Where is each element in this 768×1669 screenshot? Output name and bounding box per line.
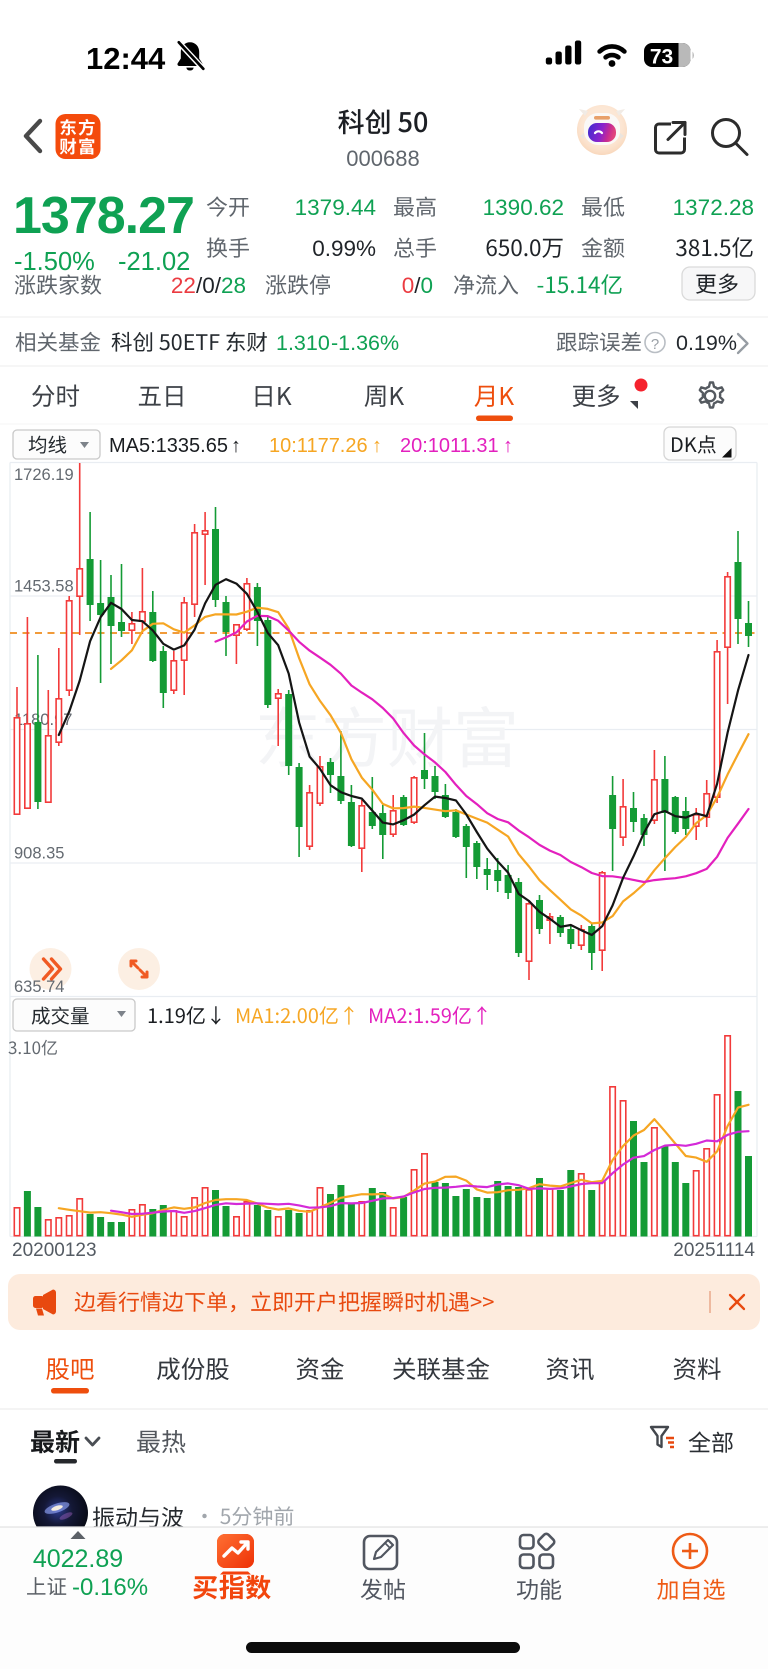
svg-text:1390.62: 1390.62 — [483, 195, 564, 220]
svg-text:-1.50%: -1.50% — [14, 248, 95, 276]
svg-text:0.19%: 0.19% — [676, 331, 737, 355]
svg-text:↑: ↑ — [231, 435, 241, 457]
svg-text:1726.19: 1726.19 — [14, 466, 74, 484]
svg-text:MA5:1335.65: MA5:1335.65 — [109, 435, 228, 457]
svg-text:1453.58: 1453.58 — [14, 578, 74, 596]
svg-text:22/0/28: 22/0/28 — [171, 273, 246, 298]
svg-text:↑: ↑ — [372, 435, 382, 457]
svg-text:?: ? — [651, 336, 659, 353]
svg-text:↑: ↑ — [503, 435, 513, 457]
svg-text:12:44: 12:44 — [86, 41, 166, 76]
svg-text:73: 73 — [650, 46, 673, 69]
svg-text:20200123: 20200123 — [12, 1240, 97, 1261]
svg-text:0.99%: 0.99% — [312, 236, 376, 261]
svg-text:000688: 000688 — [346, 146, 419, 171]
svg-text:1378.27: 1378.27 — [13, 187, 194, 245]
svg-text:-21.02: -21.02 — [118, 248, 190, 276]
svg-text:1.310: 1.310 — [276, 331, 330, 355]
svg-text:20:1011.31: 20:1011.31 — [400, 435, 499, 457]
svg-text:1379.44: 1379.44 — [295, 195, 376, 220]
svg-text:-0.16%: -0.16% — [72, 1574, 148, 1601]
svg-text:-1.36%: -1.36% — [331, 331, 399, 355]
svg-text:0/0: 0/0 — [402, 273, 433, 298]
svg-text:4022.89: 4022.89 — [33, 1545, 123, 1573]
svg-text:635.74: 635.74 — [14, 978, 64, 996]
svg-text:1372.28: 1372.28 — [673, 195, 754, 220]
svg-text:10:1177.26: 10:1177.26 — [269, 435, 368, 457]
svg-text:20251114: 20251114 — [673, 1240, 755, 1261]
svg-text:908.35: 908.35 — [14, 845, 64, 863]
